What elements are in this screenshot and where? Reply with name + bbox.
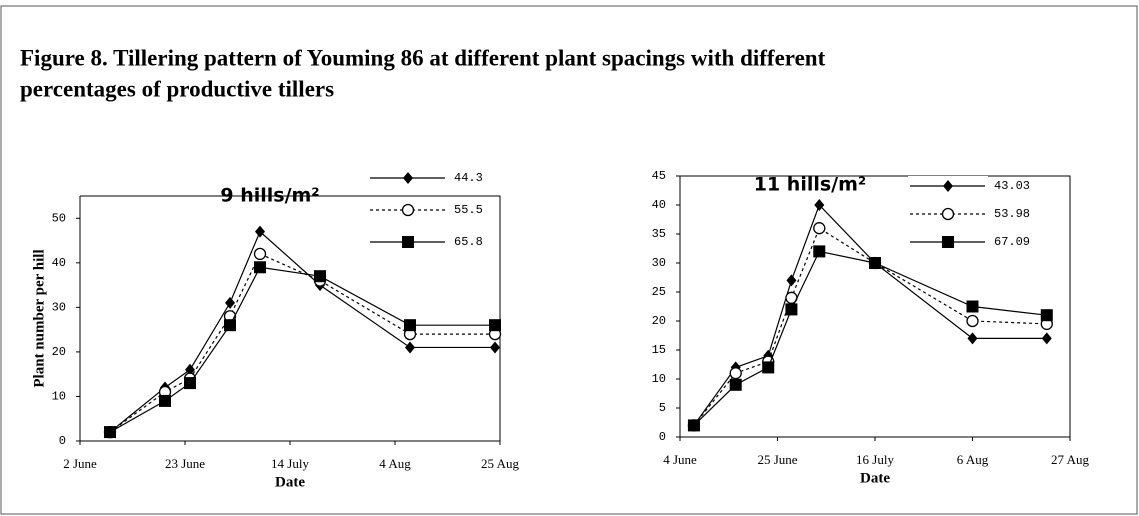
y-tick-label: 20 [652, 314, 666, 328]
marker [966, 314, 979, 328]
marker [104, 426, 116, 439]
marker [942, 236, 954, 248]
marker [1040, 309, 1053, 322]
legend-label: 67.09 [994, 235, 1030, 249]
legend-label: 44.3 [454, 171, 483, 185]
chart-title: 9 hills/m² [220, 185, 319, 207]
marker [225, 296, 235, 309]
x-tick-label: 14 July [271, 456, 309, 471]
marker [869, 257, 881, 269]
y-tick-label: 10 [52, 390, 66, 404]
x-tick-label: 4 June [663, 452, 697, 467]
marker [966, 300, 979, 313]
y-tick-label: 25 [652, 285, 666, 299]
y-tick-label: 5 [659, 401, 666, 415]
figure-caption: Figure 8. Tillering pattern of Youming 8… [20, 45, 826, 70]
marker [729, 367, 742, 380]
x-axis-title: Date [275, 474, 305, 490]
marker [401, 203, 415, 217]
legend-label: 65.8 [454, 235, 483, 249]
marker [489, 319, 501, 332]
marker [314, 270, 326, 283]
series-line [693, 203, 1047, 426]
x-tick-label: 6 Aug [957, 452, 989, 467]
figure-caption: percentages of productive tillers [20, 76, 334, 101]
marker [786, 274, 797, 287]
legend-label: 55.5 [454, 203, 483, 217]
marker [729, 378, 742, 391]
marker [402, 236, 414, 248]
marker [941, 207, 955, 221]
series-line [109, 266, 495, 433]
y-tick-label: 45 [652, 169, 666, 183]
marker [405, 341, 415, 354]
marker [184, 377, 196, 390]
marker [490, 341, 500, 354]
y-tick-label: 15 [652, 343, 666, 357]
y-axis-title: Plant number per hill [31, 249, 47, 387]
marker [1041, 332, 1052, 345]
y-tick-label: 30 [652, 256, 666, 270]
x-tick-label: 27 Aug [1051, 452, 1089, 467]
x-tick-label: 2 June [63, 456, 97, 471]
x-tick-label: 25 June [757, 452, 797, 467]
marker [687, 419, 700, 432]
legend-label: 43.03 [994, 179, 1030, 193]
legend-label: 53.98 [994, 207, 1030, 221]
marker [813, 245, 826, 258]
marker [762, 361, 775, 374]
x-tick-label: 16 July [856, 452, 894, 467]
y-tick-label: 40 [52, 256, 66, 270]
x-tick-label: 4 Aug [379, 456, 411, 471]
marker [813, 222, 826, 235]
y-tick-label: 50 [52, 211, 66, 225]
marker [403, 172, 413, 184]
marker [224, 319, 236, 332]
marker [255, 225, 265, 238]
y-tick-label: 40 [652, 198, 666, 212]
marker [967, 332, 978, 345]
series-line [109, 230, 495, 433]
y-tick-label: 0 [59, 434, 66, 448]
x-axis-title: Date [860, 470, 890, 486]
marker [943, 180, 953, 192]
marker [814, 199, 825, 211]
marker [185, 363, 195, 376]
y-tick-label: 35 [652, 227, 666, 241]
y-tick-label: 20 [52, 345, 66, 359]
chart-title: 11 hills/m² [754, 174, 867, 196]
y-tick-label: 10 [652, 372, 666, 386]
x-tick-label: 25 Aug [481, 456, 519, 471]
figure-border [0, 5, 1138, 515]
y-tick-label: 30 [52, 301, 66, 315]
y-tick-label: 0 [659, 430, 666, 444]
marker [254, 261, 266, 274]
marker [159, 394, 171, 407]
marker [785, 303, 798, 316]
x-tick-label: 23 June [165, 456, 205, 471]
marker [404, 319, 416, 332]
marker [253, 247, 267, 261]
